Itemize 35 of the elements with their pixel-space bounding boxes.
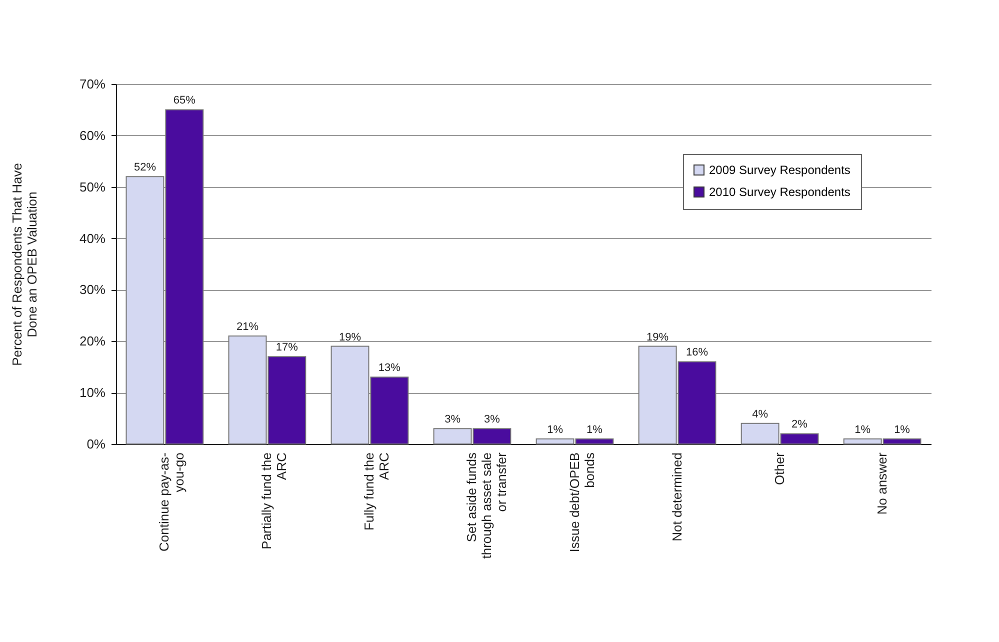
y-tick-label: 40% xyxy=(79,230,106,246)
data-label: 3% xyxy=(484,414,500,426)
y-tick-label: 20% xyxy=(79,334,106,349)
y-tick-label: 30% xyxy=(79,282,106,298)
x-tick-label: Fully fund the ARC xyxy=(362,452,392,531)
data-label: 65% xyxy=(173,94,196,107)
data-label: 21% xyxy=(236,321,259,333)
data-label: 17% xyxy=(276,342,298,354)
y-tick-label: 60% xyxy=(79,128,106,143)
data-label: 2% xyxy=(792,418,808,431)
data-label: 1% xyxy=(854,424,871,436)
data-label: 16% xyxy=(686,346,708,359)
x-tick-label: Partially fund the ARC xyxy=(259,452,290,550)
data-label: 1% xyxy=(894,424,910,436)
x-tick-label: Continue pay-as- you-go xyxy=(156,452,187,552)
data-label: 1% xyxy=(586,424,603,436)
data-label: 19% xyxy=(338,331,362,344)
legend-label: 2009 Survey Respondents xyxy=(709,163,850,177)
data-label: 13% xyxy=(378,362,401,374)
x-tick-label: Not determined xyxy=(669,452,684,542)
x-tick-label: Issue debt/OPEB bonds xyxy=(566,452,597,552)
data-label: 4% xyxy=(752,408,768,420)
data-label: 3% xyxy=(444,414,461,426)
y-axis-title: Percent of Respondents That Have Done an OPEB Valuation xyxy=(9,163,40,366)
x-tick-label: Other xyxy=(772,452,787,486)
y-tick-label: 70% xyxy=(79,76,106,92)
x-tick-label: Set aside funds through asset sale or transfer xyxy=(464,452,510,559)
legend-label: 2010 Survey Respondents xyxy=(709,185,850,199)
y-tick-label: 50% xyxy=(79,179,106,194)
x-tick-label: No answer xyxy=(874,452,890,515)
data-label: 1% xyxy=(547,424,564,436)
data-label: 19% xyxy=(646,331,669,344)
y-tick-label: 10% xyxy=(79,385,106,400)
y-tick-label: 0% xyxy=(86,436,106,452)
data-label: 52% xyxy=(134,162,156,174)
